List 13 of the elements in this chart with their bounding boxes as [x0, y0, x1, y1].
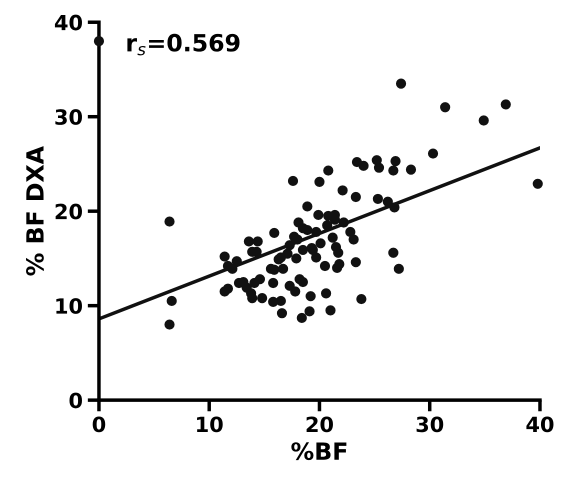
y-axis-title: % BF DXA	[26, 146, 44, 276]
x-axis-title: %BF	[291, 442, 346, 460]
x-tick-label: 30	[416, 416, 444, 432]
y-tick-label: 40	[54, 14, 82, 30]
x-tick-label: 0	[92, 416, 106, 432]
y-tick-label: 20	[56, 204, 82, 220]
x-tick-label: 40	[526, 416, 554, 432]
y-tick-label: 0	[69, 392, 82, 408]
x-tick-label: 20	[306, 416, 333, 432]
y-tick-label: 10	[56, 298, 82, 314]
x-tick-label: 10	[197, 416, 223, 432]
y-tick-label: 30	[55, 109, 82, 125]
annotation: r$_{s}$=0.569	[127, 34, 240, 56]
